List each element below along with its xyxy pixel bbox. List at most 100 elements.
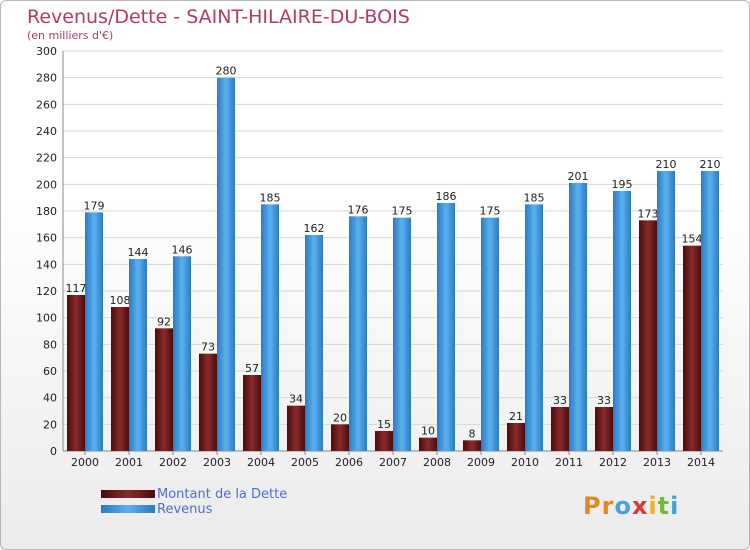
data-label-revenus: 280 bbox=[216, 65, 237, 78]
data-label-dette: 33 bbox=[597, 394, 611, 407]
y-tick-label: 80 bbox=[43, 338, 57, 351]
bar-dette bbox=[331, 424, 349, 451]
bar-dette bbox=[111, 307, 129, 451]
y-tick-label: 60 bbox=[43, 365, 57, 378]
data-label-revenus: 210 bbox=[656, 158, 677, 171]
data-label-dette: 154 bbox=[682, 233, 703, 246]
bar-revenus bbox=[217, 77, 235, 452]
data-label-revenus: 185 bbox=[260, 191, 281, 204]
bar-dette bbox=[199, 353, 217, 451]
bar-revenus bbox=[525, 204, 543, 451]
data-label-revenus: 179 bbox=[84, 199, 105, 212]
data-label-dette: 108 bbox=[110, 294, 131, 307]
x-tick-label: 2011 bbox=[555, 456, 583, 469]
data-label-dette: 15 bbox=[377, 418, 391, 431]
data-label-revenus: 175 bbox=[392, 205, 413, 218]
x-tick-label: 2004 bbox=[247, 456, 275, 469]
bar-revenus bbox=[129, 259, 147, 451]
data-label-dette: 20 bbox=[333, 411, 347, 424]
data-label-revenus: 195 bbox=[612, 178, 633, 191]
bar-revenus bbox=[701, 171, 719, 451]
x-tick-label: 2000 bbox=[71, 456, 99, 469]
y-tick-label: 120 bbox=[36, 285, 57, 298]
data-label-dette: 21 bbox=[509, 410, 523, 423]
data-label-revenus: 144 bbox=[128, 246, 149, 259]
y-tick-label: 180 bbox=[36, 205, 57, 218]
bar-dette bbox=[67, 295, 85, 451]
bar-revenus bbox=[393, 217, 411, 451]
y-tick-label: 0 bbox=[50, 445, 57, 458]
x-tick-label: 2003 bbox=[203, 456, 231, 469]
bar-dette bbox=[463, 440, 481, 451]
bar-revenus bbox=[173, 256, 191, 451]
bar-dette bbox=[375, 431, 393, 451]
bar-dette bbox=[243, 375, 261, 451]
data-label-revenus: 175 bbox=[480, 205, 501, 218]
y-tick-label: 240 bbox=[36, 125, 57, 138]
bar-revenus bbox=[261, 204, 279, 451]
x-tick-label: 2010 bbox=[511, 456, 539, 469]
bar-dette bbox=[507, 423, 525, 451]
bar-dette bbox=[419, 437, 437, 451]
x-tick-label: 2006 bbox=[335, 456, 363, 469]
x-tick-label: 2008 bbox=[423, 456, 451, 469]
data-label-revenus: 201 bbox=[568, 170, 589, 183]
data-label-revenus: 210 bbox=[700, 158, 721, 171]
data-label-dette: 92 bbox=[157, 315, 171, 328]
logo-part: x bbox=[631, 492, 649, 520]
x-tick-label: 2012 bbox=[599, 456, 627, 469]
data-label-dette: 33 bbox=[553, 394, 567, 407]
data-label-revenus: 162 bbox=[304, 222, 325, 235]
y-tick-label: 280 bbox=[36, 72, 57, 85]
data-label-revenus: 146 bbox=[172, 243, 193, 256]
data-label-dette: 57 bbox=[245, 362, 259, 375]
bar-dette bbox=[551, 407, 569, 451]
y-tick-label: 20 bbox=[43, 418, 57, 431]
bar-revenus bbox=[437, 203, 455, 451]
y-tick-label: 300 bbox=[36, 45, 57, 58]
y-tick-label: 140 bbox=[36, 258, 57, 271]
chart-subtitle: (en milliers d'€) bbox=[27, 29, 114, 42]
data-label-dette: 173 bbox=[638, 207, 659, 220]
data-label-dette: 117 bbox=[66, 282, 87, 295]
x-tick-label: 2014 bbox=[687, 456, 715, 469]
legend-swatch-revenus bbox=[101, 505, 155, 513]
y-tick-label: 160 bbox=[36, 232, 57, 245]
logo-part: o bbox=[614, 492, 632, 520]
chart-title: Revenus/Dette - SAINT-HILAIRE-DU-BOIS bbox=[27, 6, 410, 28]
bar-revenus bbox=[569, 183, 587, 451]
data-label-revenus: 176 bbox=[348, 203, 369, 216]
data-label-dette: 10 bbox=[421, 425, 435, 438]
bar-dette bbox=[155, 328, 173, 451]
data-label-revenus: 186 bbox=[436, 190, 457, 203]
y-tick-label: 100 bbox=[36, 312, 57, 325]
logo-part: i bbox=[648, 492, 658, 520]
data-label-dette: 8 bbox=[469, 427, 476, 440]
bar-revenus bbox=[349, 216, 367, 451]
x-tick-label: 2002 bbox=[159, 456, 187, 469]
bar-revenus bbox=[657, 171, 675, 451]
legend-label-revenus: Revenus bbox=[157, 502, 213, 517]
data-label-dette: 34 bbox=[289, 393, 303, 406]
logo-part: t bbox=[657, 492, 671, 520]
x-tick-label: 2001 bbox=[115, 456, 143, 469]
x-tick-label: 2007 bbox=[379, 456, 407, 469]
proxiti-logo: Proxiti bbox=[583, 492, 679, 520]
bar-dette bbox=[683, 245, 701, 451]
data-label-dette: 73 bbox=[201, 341, 215, 354]
bar-revenus bbox=[613, 191, 631, 451]
data-label-revenus: 185 bbox=[524, 191, 545, 204]
legend-swatch-dette bbox=[101, 490, 155, 498]
bar-dette bbox=[639, 220, 657, 451]
y-tick-label: 260 bbox=[36, 98, 57, 111]
bar-dette bbox=[287, 405, 305, 451]
logo-part: i bbox=[670, 492, 680, 520]
bar-dette bbox=[595, 407, 613, 451]
x-tick-label: 2005 bbox=[291, 456, 319, 469]
y-tick-label: 40 bbox=[43, 392, 57, 405]
x-tick-label: 2013 bbox=[643, 456, 671, 469]
x-tick-label: 2009 bbox=[467, 456, 495, 469]
bar-revenus bbox=[481, 217, 499, 451]
